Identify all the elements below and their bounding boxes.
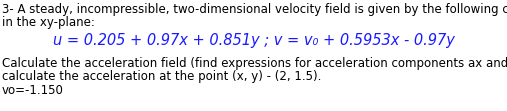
Text: u = 0.205 + 0.97x + 0.851y ; v = v₀ + 0.5953x - 0.97y: u = 0.205 + 0.97x + 0.851y ; v = v₀ + 0.…	[53, 33, 454, 48]
Text: calculate the acceleration at the point (x, y) - (2, 1.5).: calculate the acceleration at the point …	[2, 70, 321, 83]
Text: vo=-1.150: vo=-1.150	[2, 84, 64, 97]
Text: 3- A steady, incompressible, two-dimensional velocity field is given by the foll: 3- A steady, incompressible, two-dimensi…	[2, 3, 507, 16]
Text: in the xy-plane:: in the xy-plane:	[2, 16, 95, 29]
Text: Calculate the acceleration field (find expressions for acceleration components a: Calculate the acceleration field (find e…	[2, 57, 507, 70]
